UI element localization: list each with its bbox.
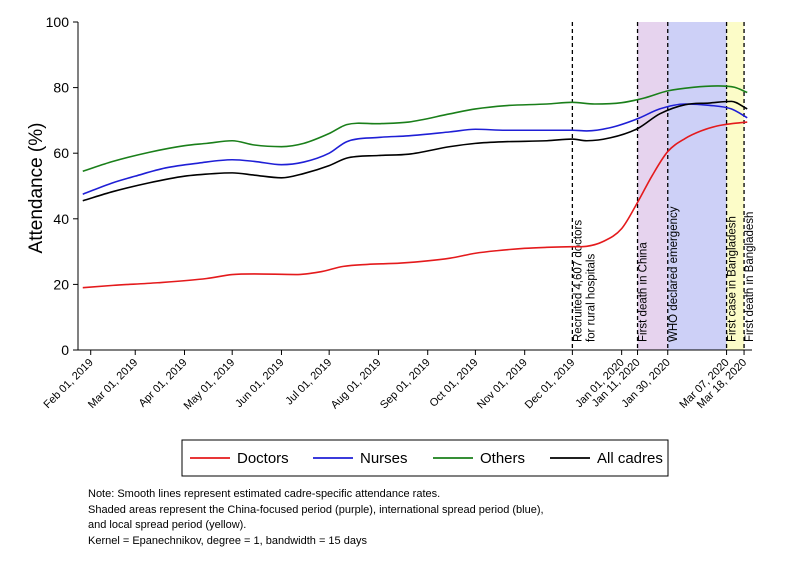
event-label: WHO declared emergency [668,206,680,342]
event-markers: Recruited 4,607 doctors for rural hospita… [571,22,756,350]
y-tick-label: 20 [53,276,69,292]
x-tick-label: Nov 01, 2019 [475,357,530,412]
x-tick-label: Jun 01, 2019 [233,357,286,410]
note-line: Note: Smooth lines represent estimated c… [88,488,441,500]
event-label: First case in Bangladesh [727,216,739,342]
x-tick-label: Dec 01, 2019 [523,357,578,412]
x-tick-label: Aug 01, 2019 [329,357,384,412]
legend-label: All cadres [597,450,663,467]
y-tick-label: 60 [53,145,69,161]
series-line-nurses [82,103,748,195]
y-tick-label: 80 [53,80,69,96]
plot-axes [77,22,752,351]
series-line-others [82,85,748,173]
y-tick-label: 40 [53,211,69,227]
x-tick-label: May 01, 2019 [182,357,238,413]
series-line-doctors [82,121,748,289]
legend-label: Nurses [360,450,408,467]
x-tick-label: Jul 01, 2019 [283,357,334,408]
chart-note: Note: Smooth lines represent estimated c… [88,487,728,549]
y-axis-label: Attendance (%) [26,123,47,254]
shaded-period [667,22,727,350]
y-tick-label: 100 [46,14,70,30]
x-tick-label: Apr 01, 2019 [137,357,190,410]
series-line-all-cadres [82,100,748,202]
event-label: for rural hospitals [585,254,597,342]
y-tick-label: 0 [61,342,69,358]
x-tick-label: Sep 01, 2019 [378,357,433,412]
x-tick-label: Oct 01, 2019 [427,357,480,410]
legend-label: Others [480,450,525,467]
note-line: and local spread period (yellow). [88,519,247,531]
event-label: First death in China [638,242,650,342]
note-line: Shaded areas represent the China-focused… [88,503,544,516]
series-lines [82,85,748,289]
note-line: Kernel = Epanechnikov, degree = 1, bandw… [88,534,367,547]
legend: Doctors Nurses Others All cadres [181,439,669,477]
event-label: Recruited 4,607 doctors [572,220,584,342]
shaded-period [637,22,668,350]
legend-label: Doctors [237,450,289,467]
shaded-periods [637,22,745,350]
event-label: First death in Bangladesh [744,212,756,342]
